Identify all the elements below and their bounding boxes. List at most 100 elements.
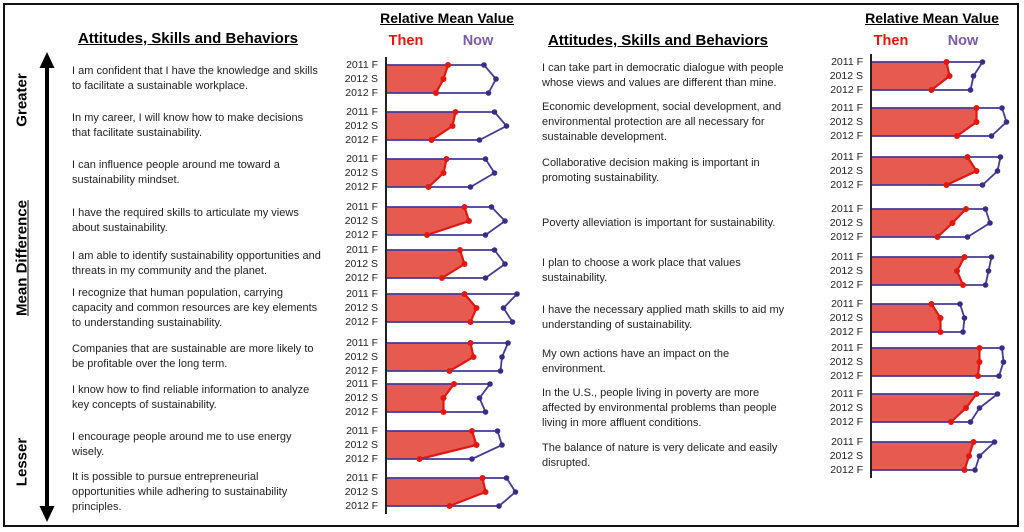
cohort-labels: 2011 F 2012 S 2012 F [328, 471, 378, 513]
statement-text: I can take part in democratic dialogue w… [542, 62, 784, 89]
cohort-label: 2011 F [831, 56, 863, 68]
statement-text: Economic development, social development… [542, 100, 782, 143]
statement-text: I encourage people around me to use ener… [72, 431, 292, 458]
figure-border [3, 3, 1019, 527]
statement-text: The balance of nature is very delicate a… [542, 442, 778, 469]
cohort-label: 2011 F [831, 298, 863, 310]
cohort-label: 2012 S [829, 116, 863, 128]
left-then-legend: Then [388, 33, 424, 49]
statement-text: I know how to find reliable information … [72, 384, 310, 411]
mini-chart [387, 156, 498, 190]
cohort-labels: 2011 F 2012 S 2012 F [813, 55, 863, 97]
mean-difference-axis-arrow [39, 52, 55, 522]
cohort-label: 2012 S [829, 450, 863, 462]
cohort-label: 2011 F [831, 203, 863, 215]
cohort-label: 2012 F [345, 229, 378, 241]
mini-chart [872, 254, 995, 288]
cohort-label: 2012 S [829, 217, 863, 229]
statement-text: In my career, I will know how to make de… [72, 112, 304, 139]
cohort-label: 2011 F [831, 342, 863, 354]
cohort-label: 2011 F [346, 106, 378, 118]
cohort-labels: 2011 F 2012 S 2012 F [813, 150, 863, 192]
cohort-label: 2011 F [346, 288, 378, 300]
cohort-labels: 2011 F 2012 S 2012 F [813, 341, 863, 383]
cohort-label: 2012 S [829, 402, 863, 414]
cohort-label: 2011 F [346, 201, 378, 213]
mini-chart [387, 475, 519, 509]
mini-chart [387, 247, 508, 281]
cohort-label: 2012 S [344, 167, 378, 179]
cohort-label: 2012 F [345, 406, 378, 418]
cohort-labels: 2011 F 2012 S 2012 F [813, 250, 863, 292]
mini-chart [387, 109, 510, 143]
cohort-label: 2012 F [830, 231, 863, 243]
statement-text: My own actions have an impact on the env… [542, 348, 730, 375]
cohort-label: 2011 F [831, 151, 863, 163]
cohort-label: 2012 F [830, 84, 863, 96]
cohort-label: 2011 F [346, 244, 378, 256]
cohort-label: 2011 F [831, 102, 863, 114]
cohort-label: 2012 F [830, 130, 863, 142]
left-chart-title: Relative Mean Value [380, 10, 514, 26]
cohort-labels: 2011 F 2012 S 2012 F [328, 424, 378, 466]
right-chart-title: Relative Mean Value [865, 10, 999, 26]
axis-label-mean-difference: Mean Difference [13, 200, 31, 316]
axis-label-lesser: Lesser [13, 437, 31, 487]
mini-chart [387, 428, 505, 462]
value-axis-line [870, 54, 872, 478]
cohort-label: 2012 F [830, 326, 863, 338]
cohort-label: 2011 F [346, 425, 378, 437]
mini-chart [387, 340, 511, 374]
cohort-label: 2011 F [831, 436, 863, 448]
cohort-label: 2011 F [831, 388, 863, 400]
statement-text: In the U.S., people living in poverty ar… [542, 386, 777, 429]
mini-chart [872, 345, 1007, 379]
mini-chart [387, 381, 493, 415]
mini-chart [387, 62, 499, 96]
right-then-legend: Then [873, 33, 909, 49]
cohort-label: 2012 F [345, 272, 378, 284]
axis-label-greater: Greater [13, 73, 31, 127]
cohort-labels: 2011 F 2012 S 2012 F [328, 200, 378, 242]
cohort-labels: 2011 F 2012 S 2012 F [328, 152, 378, 194]
statement-text: Collaborative decision making is importa… [542, 157, 760, 184]
cohort-label: 2012 F [345, 453, 378, 465]
statement-text: I recognize that human population, carry… [72, 286, 318, 329]
mini-chart [872, 301, 968, 335]
value-axis-line [385, 57, 387, 514]
cohort-labels: 2011 F 2012 S 2012 F [813, 297, 863, 339]
cohort-label: 2012 F [830, 179, 863, 191]
statement-text: I have the required skills to articulate… [72, 207, 299, 234]
cohort-label: 2011 F [346, 153, 378, 165]
cohort-label: 2012 F [830, 279, 863, 291]
cohort-label: 2012 F [830, 464, 863, 476]
cohort-label: 2011 F [346, 378, 378, 390]
mini-chart [872, 391, 1001, 425]
statement-text: I am able to identify sustainability opp… [72, 250, 321, 277]
cohort-label: 2012 F [830, 416, 863, 428]
cohort-label: 2012 S [829, 356, 863, 368]
mini-chart [872, 206, 993, 240]
cohort-label: 2012 S [344, 486, 378, 498]
statement-text: I am confident that I have the knowledge… [72, 65, 318, 92]
cohort-label: 2012 S [344, 392, 378, 404]
cohort-labels: 2011 F 2012 S 2012 F [813, 101, 863, 143]
cohort-labels: 2011 F 2012 S 2012 F [813, 435, 863, 477]
cohort-label: 2012 S [829, 165, 863, 177]
cohort-label: 2011 F [346, 337, 378, 349]
mini-chart [872, 439, 998, 473]
mini-chart [872, 105, 1010, 139]
cohort-labels: 2011 F 2012 S 2012 F [328, 336, 378, 378]
cohort-labels: 2011 F 2012 S 2012 F [813, 202, 863, 244]
cohort-label: 2012 F [345, 365, 378, 377]
cohort-label: 2012 S [829, 312, 863, 324]
statement-text: It is possible to pursue entrepreneurial… [72, 470, 288, 513]
mini-chart [387, 291, 520, 325]
statement-text: I have the necessary applied math skills… [542, 304, 785, 331]
cohort-label: 2012 S [344, 439, 378, 451]
cohort-label: 2012 F [345, 181, 378, 193]
cohort-label: 2012 F [345, 316, 378, 328]
cohort-label: 2012 S [344, 215, 378, 227]
cohort-labels: 2011 F 2012 S 2012 F [328, 105, 378, 147]
mini-chart [387, 204, 508, 238]
